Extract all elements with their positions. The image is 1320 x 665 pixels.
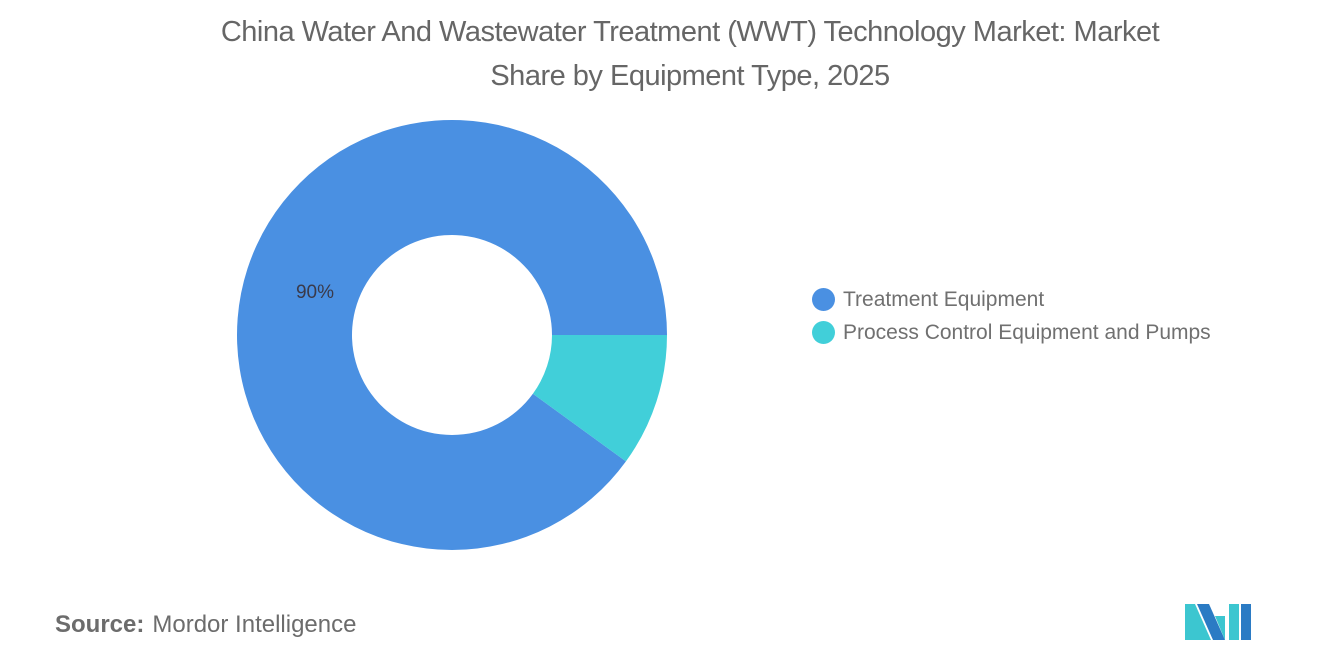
- donut-slice-process-control-equipment-and-pumps[interactable]: [532, 335, 667, 462]
- legend-item-treatment-equipment[interactable]: Treatment Equipment: [812, 283, 1211, 316]
- legend-item-process-control-equipment[interactable]: Process Control Equipment and Pumps: [812, 316, 1211, 349]
- chart-title: China Water And Wastewater Treatment (WW…: [140, 10, 1240, 98]
- chart-title-line-1: China Water And Wastewater Treatment (WW…: [220, 16, 1160, 48]
- source-key: Source:: [55, 611, 145, 638]
- legend-label: Treatment Equipment: [843, 287, 1045, 311]
- data-label-treatment-equipment: 90%: [296, 282, 334, 303]
- source-value: Mordor Intelligence: [152, 611, 357, 638]
- legend-swatch-circle-icon: [812, 288, 835, 311]
- source-attribution: Source: Mordor Intelligence: [55, 611, 356, 639]
- chart-title-line-2: Share by Equipment Type, 2025: [490, 60, 890, 92]
- legend-swatch-circle-icon: [812, 321, 835, 344]
- donut-slices: [236, 119, 667, 550]
- mordor-intelligence-logo-icon: [1185, 604, 1251, 640]
- chart-legend: Treatment Equipment Process Control Equi…: [812, 283, 1211, 349]
- donut-slice-treatment-equipment[interactable]: [236, 119, 667, 550]
- legend-label: Process Control Equipment and Pumps: [843, 320, 1211, 344]
